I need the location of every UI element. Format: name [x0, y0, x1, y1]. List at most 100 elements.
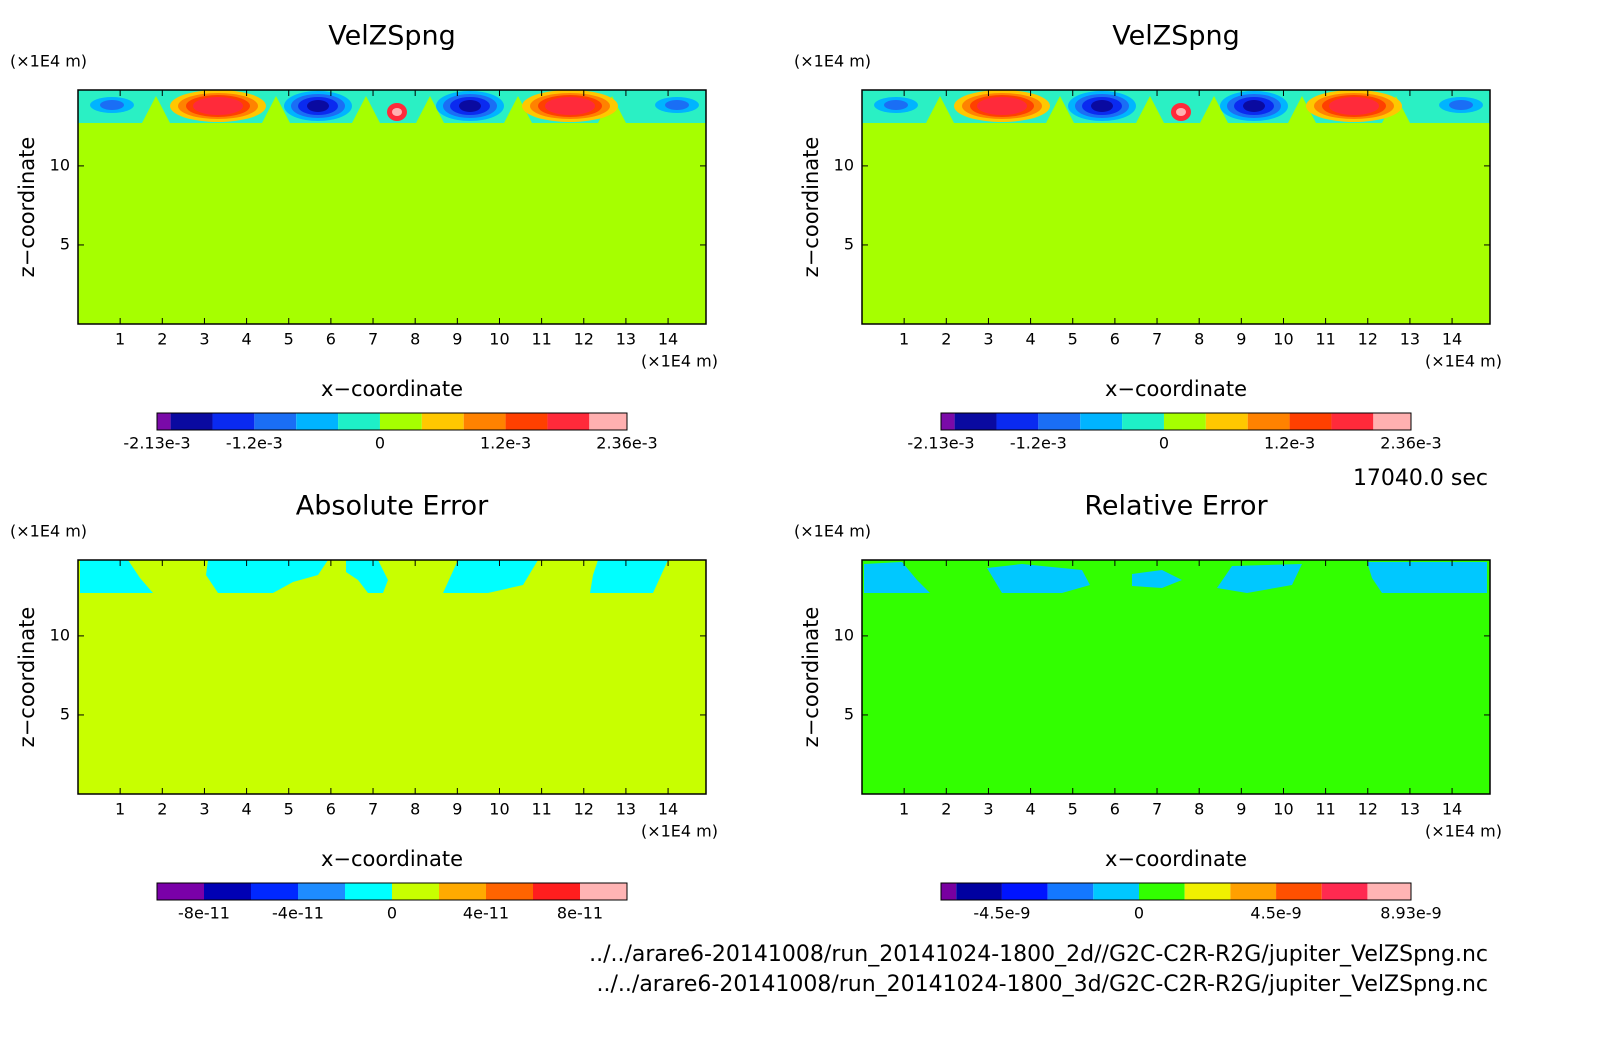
contour-feature	[1132, 570, 1182, 588]
field-background	[862, 90, 1490, 324]
colorbar-segment	[296, 413, 339, 430]
x-tick-label: 12	[574, 800, 594, 819]
field-background	[78, 560, 706, 794]
x-tick-label: 5	[1068, 330, 1078, 349]
x-tick-label: 1	[115, 330, 125, 349]
y-tick-label: 5	[60, 234, 70, 253]
contour-feature	[1449, 100, 1473, 110]
colorbar-tick-label: 0	[1134, 904, 1144, 923]
colorbar-tick-label: 4.5e-9	[1250, 904, 1301, 923]
contour-feature	[864, 562, 930, 593]
x-tick-label: 11	[531, 800, 551, 819]
y-tick-label: 5	[60, 704, 70, 723]
x-tick-label: 11	[1315, 330, 1335, 349]
panel: Absolute Error (×1E4 m) (×1E4 m) x−coordina…	[10, 491, 718, 923]
plot-frame	[77, 89, 707, 325]
colorbar-frame	[156, 412, 628, 431]
contour-feature	[80, 560, 153, 593]
y-unit: (×1E4 m)	[794, 52, 871, 71]
colorbar-segment	[1184, 883, 1231, 900]
contour-feature	[884, 100, 908, 110]
panel-title: Absolute Error	[296, 491, 489, 522]
colorbar-segment	[298, 883, 345, 900]
x-axis-label: x−coordinate	[321, 377, 463, 401]
colorbar-segment	[1289, 413, 1332, 430]
y-unit: (×1E4 m)	[10, 52, 87, 71]
x-tick-label: 12	[574, 330, 594, 349]
field-gap	[262, 96, 290, 123]
x-tick-label: 8	[410, 800, 420, 819]
colorbar-segment	[439, 883, 486, 900]
x-axis-label: x−coordinate	[1105, 377, 1247, 401]
contour-feature	[100, 100, 124, 110]
x-tick-label: 6	[326, 800, 336, 819]
panel-title: Relative Error	[1084, 491, 1268, 522]
contour-feature	[392, 108, 402, 116]
field-background	[862, 560, 1490, 794]
x-tick-label: 13	[1400, 330, 1420, 349]
colorbar-tick-label: -8e-11	[178, 904, 230, 923]
colorbar-tick-label: -2.13e-3	[907, 434, 974, 453]
colorbar-tick-label: 1.2e-3	[480, 434, 531, 453]
field-gap	[1200, 96, 1228, 123]
x-tick-label: 10	[1273, 800, 1293, 819]
colorbar-segment	[1138, 883, 1185, 900]
colorbar-segment	[1276, 883, 1322, 900]
colorbar-tick-label: -2.13e-3	[123, 434, 190, 453]
contour-feature	[665, 100, 689, 110]
x-tick-label: 4	[1025, 330, 1035, 349]
x-tick-label: 1	[115, 800, 125, 819]
colorbar-tick-label: -4.5e-9	[973, 904, 1030, 923]
contour-feature	[1217, 564, 1302, 593]
x-tick-label: 5	[284, 800, 294, 819]
x-tick-label: 11	[1315, 800, 1335, 819]
x-tick-label: 12	[1358, 800, 1378, 819]
x-tick-label: 10	[489, 330, 509, 349]
x-tick-label: 4	[241, 330, 251, 349]
file-path: ../../arare6-20141008/run_20141024-1800_…	[597, 972, 1488, 997]
colorbar-segment	[486, 883, 533, 900]
contour-feature	[1329, 97, 1379, 115]
x-axis-label: x−coordinate	[1105, 847, 1247, 871]
x-tick-label: 8	[410, 330, 420, 349]
colorbar-segment	[463, 413, 506, 430]
colorbar-segment	[379, 413, 422, 430]
x-tick-label: 7	[1152, 330, 1162, 349]
colorbar-segment	[1373, 413, 1411, 430]
x-tick-label: 13	[1400, 800, 1420, 819]
x-tick-label: 14	[1442, 800, 1462, 819]
contour-feature	[1243, 100, 1265, 112]
colorbar-segment	[204, 883, 251, 900]
x-tick-label: 8	[1194, 800, 1204, 819]
x-tick-label: 14	[658, 800, 678, 819]
x-tick-label: 2	[157, 800, 167, 819]
x-tick-label: 7	[368, 800, 378, 819]
colorbar-segment	[1163, 413, 1206, 430]
colorbar-segment	[1047, 883, 1094, 900]
panel: VelZSpng (×1E4 m) (×1E4 m) x−coordinate z−co…	[794, 21, 1502, 453]
y-axis-label: z−coordinate	[15, 137, 39, 278]
contour-feature	[545, 97, 595, 115]
y-tick-label: 5	[844, 704, 854, 723]
x-tick-label: 5	[284, 330, 294, 349]
colorbar-segment	[533, 883, 580, 900]
colorbar-tick-label: 8.93e-9	[1380, 904, 1441, 923]
plot-frame	[77, 559, 707, 795]
x-tick-label: 8	[1194, 330, 1204, 349]
colorbar-segment	[392, 883, 439, 900]
file-path: ../../arare6-20141008/run_20141024-1800_…	[589, 942, 1488, 967]
colorbar-tick-label: -4e-11	[272, 904, 324, 923]
colorbar-segment	[212, 413, 255, 430]
colorbar-segment	[170, 413, 213, 430]
x-tick-label: 3	[199, 800, 209, 819]
field-gap	[1046, 96, 1074, 123]
colorbar-segment	[996, 413, 1039, 430]
colorbar-segment	[345, 883, 392, 900]
contour-feature	[977, 97, 1027, 115]
y-axis-label: z−coordinate	[799, 137, 823, 278]
panel: VelZSpng (×1E4 m) (×1E4 m) x−coordinate z−co…	[10, 21, 718, 453]
x-tick-label: 3	[983, 800, 993, 819]
x-tick-label: 2	[941, 800, 951, 819]
contour-feature	[1367, 562, 1487, 593]
